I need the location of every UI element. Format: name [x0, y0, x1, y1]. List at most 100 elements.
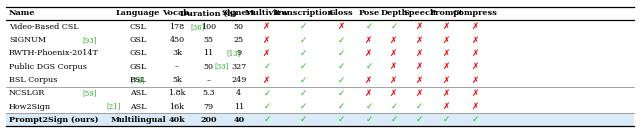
Text: RWTH-Phoenix-2014T: RWTH-Phoenix-2014T	[9, 49, 101, 57]
Text: [21]: [21]	[106, 103, 121, 111]
Text: 450: 450	[170, 36, 184, 44]
Text: 3k: 3k	[172, 49, 182, 57]
Text: ✓: ✓	[390, 115, 397, 124]
Text: 50: 50	[204, 63, 213, 71]
Text: ✗: ✗	[416, 89, 424, 98]
Text: 200: 200	[200, 116, 216, 124]
Text: ✓: ✓	[300, 49, 307, 58]
Text: ✗: ✗	[365, 49, 372, 58]
Text: ✗: ✗	[443, 76, 451, 84]
Text: ✓: ✓	[300, 115, 307, 124]
Text: ✓: ✓	[300, 102, 307, 111]
Text: 5.3: 5.3	[202, 89, 214, 97]
Text: [33]: [33]	[214, 63, 228, 71]
Text: ✗: ✗	[365, 76, 372, 84]
Bar	[6, 113, 634, 126]
Text: ✗: ✗	[443, 89, 451, 98]
Text: ✓: ✓	[443, 115, 451, 124]
Text: Signers: Signers	[221, 9, 256, 17]
Text: ✓: ✓	[263, 89, 271, 98]
Text: ✗: ✗	[416, 36, 424, 45]
Text: ✗: ✗	[338, 22, 345, 31]
Text: 9: 9	[236, 49, 241, 57]
Text: ASL: ASL	[130, 89, 147, 97]
Text: ✗: ✗	[263, 36, 271, 45]
Text: 40: 40	[233, 116, 244, 124]
Text: Compress: Compress	[453, 9, 498, 17]
Text: ✓: ✓	[365, 102, 372, 111]
Text: Video-Based CSL: Video-Based CSL	[9, 23, 79, 31]
Text: ✓: ✓	[263, 62, 271, 71]
Text: ✓: ✓	[390, 22, 397, 31]
Text: Vocab.: Vocab.	[162, 9, 192, 17]
Text: Video-Based CSL: Video-Based CSL	[9, 23, 81, 31]
Text: ✗: ✗	[472, 102, 479, 111]
Text: ✗: ✗	[390, 76, 397, 84]
Text: ✓: ✓	[263, 115, 271, 124]
Text: Prompt2Sign (ours): Prompt2Sign (ours)	[9, 116, 99, 124]
Text: ✓: ✓	[365, 115, 372, 124]
Text: ✗: ✗	[416, 62, 424, 71]
Text: CSL: CSL	[130, 23, 147, 31]
Text: 50: 50	[234, 23, 244, 31]
Text: ✓: ✓	[300, 36, 307, 45]
Text: BSL Corpus: BSL Corpus	[9, 76, 60, 84]
Text: ✗: ✗	[263, 76, 271, 84]
Text: NCSLGR: NCSLGR	[9, 89, 45, 97]
Text: ✓: ✓	[338, 76, 345, 84]
Text: Public DGS Corpus: Public DGS Corpus	[9, 63, 87, 71]
Text: 4: 4	[236, 89, 241, 97]
Text: ✓: ✓	[338, 49, 345, 58]
Text: ✗: ✗	[472, 62, 479, 71]
Text: ✓: ✓	[338, 89, 345, 98]
Text: Speech: Speech	[403, 9, 436, 17]
Text: 16k: 16k	[170, 103, 184, 111]
Text: Language: Language	[116, 9, 160, 17]
Text: GSL: GSL	[129, 36, 147, 44]
Text: ✓: ✓	[338, 62, 345, 71]
Text: ASL: ASL	[130, 103, 147, 111]
Text: Gloss: Gloss	[329, 9, 354, 17]
Text: –: –	[175, 63, 179, 71]
Text: ✓: ✓	[365, 62, 372, 71]
Text: 55: 55	[204, 36, 213, 44]
Text: Multiview: Multiview	[244, 9, 289, 17]
Text: Name: Name	[9, 9, 35, 17]
Text: ✓: ✓	[338, 36, 345, 45]
Text: SIGNUM: SIGNUM	[9, 36, 49, 44]
Text: ✗: ✗	[390, 89, 397, 98]
Text: ✗: ✗	[472, 22, 479, 31]
Text: ✓: ✓	[472, 115, 479, 124]
Text: 178: 178	[170, 23, 184, 31]
Text: ✗: ✗	[443, 62, 451, 71]
Text: Public DGS Corpus: Public DGS Corpus	[9, 63, 90, 71]
Text: ✗: ✗	[472, 49, 479, 58]
Text: Pose: Pose	[358, 9, 380, 17]
Text: NCSLGR: NCSLGR	[9, 89, 48, 97]
Text: ✓: ✓	[300, 22, 307, 31]
Text: ✗: ✗	[472, 89, 479, 98]
Text: GSL: GSL	[129, 63, 147, 71]
Text: –: –	[206, 76, 211, 84]
Text: ✗: ✗	[263, 49, 271, 58]
Text: [36]: [36]	[190, 23, 205, 31]
Text: 11: 11	[204, 49, 214, 57]
Text: ✓: ✓	[338, 115, 345, 124]
Text: How2Sign: How2Sign	[9, 103, 54, 111]
Text: Depth: Depth	[380, 9, 408, 17]
Text: ✗: ✗	[472, 36, 479, 45]
Text: ✗: ✗	[443, 49, 451, 58]
Text: ✗: ✗	[472, 76, 479, 84]
Text: Multilingual: Multilingual	[110, 116, 166, 124]
Text: ✗: ✗	[390, 49, 397, 58]
Text: ✓: ✓	[416, 115, 424, 124]
Text: ✗: ✗	[390, 36, 397, 45]
Text: ✓: ✓	[390, 102, 397, 111]
Text: [59]: [59]	[82, 89, 97, 97]
Text: BSL: BSL	[130, 76, 147, 84]
Text: BSL Corpus: BSL Corpus	[9, 76, 58, 84]
Text: ✓: ✓	[263, 102, 271, 111]
Text: [13]: [13]	[227, 49, 241, 57]
Text: ✗: ✗	[390, 62, 397, 71]
Text: 11: 11	[234, 103, 244, 111]
